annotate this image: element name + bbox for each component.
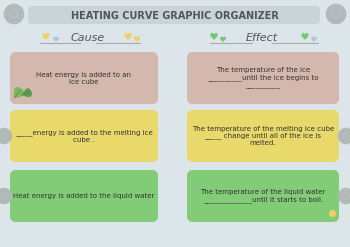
Circle shape <box>344 134 348 138</box>
Polygon shape <box>173 71 180 85</box>
Ellipse shape <box>9 4 19 10</box>
FancyBboxPatch shape <box>10 110 158 162</box>
Polygon shape <box>301 33 309 40</box>
Ellipse shape <box>337 5 345 13</box>
Ellipse shape <box>331 4 341 10</box>
Ellipse shape <box>15 15 23 23</box>
Ellipse shape <box>342 188 350 193</box>
Polygon shape <box>168 129 175 143</box>
Polygon shape <box>220 37 226 42</box>
Ellipse shape <box>339 197 345 203</box>
Polygon shape <box>163 129 170 143</box>
Ellipse shape <box>326 9 332 19</box>
Text: Heat energy is added to the liquid water: Heat energy is added to the liquid water <box>13 193 155 199</box>
Ellipse shape <box>340 9 346 19</box>
Ellipse shape <box>0 137 3 143</box>
Ellipse shape <box>15 5 23 13</box>
Polygon shape <box>168 189 175 203</box>
Polygon shape <box>173 189 180 203</box>
Ellipse shape <box>5 197 11 203</box>
Ellipse shape <box>342 199 350 204</box>
Ellipse shape <box>342 128 350 133</box>
Ellipse shape <box>0 129 3 135</box>
Ellipse shape <box>331 18 341 24</box>
Ellipse shape <box>0 188 8 193</box>
Ellipse shape <box>5 15 13 23</box>
Circle shape <box>334 11 338 17</box>
Ellipse shape <box>5 137 11 143</box>
Ellipse shape <box>342 139 350 144</box>
Circle shape <box>2 194 6 198</box>
Ellipse shape <box>339 137 345 143</box>
Ellipse shape <box>347 197 350 203</box>
Polygon shape <box>42 33 50 40</box>
Ellipse shape <box>5 129 11 135</box>
Text: The temperature of the liquid water
______________until it starts to boil.: The temperature of the liquid water ____… <box>200 189 326 203</box>
Ellipse shape <box>5 5 13 13</box>
Polygon shape <box>134 36 140 43</box>
Ellipse shape <box>7 132 12 140</box>
Text: _____energy is added to the melting ice
cube .: _____energy is added to the melting ice … <box>15 129 153 143</box>
Polygon shape <box>163 189 170 203</box>
FancyBboxPatch shape <box>28 6 320 24</box>
Polygon shape <box>124 33 132 41</box>
Ellipse shape <box>7 192 12 200</box>
Polygon shape <box>168 71 175 85</box>
Text: Cause: Cause <box>71 33 105 43</box>
Ellipse shape <box>347 137 350 143</box>
Ellipse shape <box>338 192 343 200</box>
Polygon shape <box>311 37 317 42</box>
Ellipse shape <box>0 199 8 204</box>
Ellipse shape <box>347 189 350 195</box>
Polygon shape <box>173 129 180 143</box>
Ellipse shape <box>347 129 350 135</box>
Ellipse shape <box>0 128 8 133</box>
Ellipse shape <box>0 132 1 140</box>
FancyBboxPatch shape <box>10 170 158 222</box>
Text: The temperature of the ice
__________until the ice begins to
__________: The temperature of the ice __________unt… <box>207 67 319 89</box>
Ellipse shape <box>349 132 350 140</box>
Ellipse shape <box>339 129 345 135</box>
Ellipse shape <box>0 197 3 203</box>
Ellipse shape <box>327 15 335 23</box>
Text: The temperature of the melting ice cube
_____ change until all of the ice is
mel: The temperature of the melting ice cube … <box>192 126 334 146</box>
Ellipse shape <box>337 15 345 23</box>
Text: HEATING CURVE GRAPHIC ORGANIZER: HEATING CURVE GRAPHIC ORGANIZER <box>71 11 279 21</box>
Text: Heat energy is added to an
ice cube: Heat energy is added to an ice cube <box>36 71 132 84</box>
Ellipse shape <box>18 9 24 19</box>
Circle shape <box>12 11 16 17</box>
Ellipse shape <box>339 189 345 195</box>
Ellipse shape <box>4 9 10 19</box>
Ellipse shape <box>349 192 350 200</box>
Ellipse shape <box>338 132 343 140</box>
Ellipse shape <box>0 139 8 144</box>
Polygon shape <box>14 87 24 98</box>
FancyBboxPatch shape <box>187 52 339 104</box>
FancyBboxPatch shape <box>187 170 339 222</box>
Circle shape <box>2 134 6 138</box>
Ellipse shape <box>9 18 19 24</box>
Polygon shape <box>22 88 32 97</box>
FancyBboxPatch shape <box>10 52 158 104</box>
Text: Effect: Effect <box>246 33 278 43</box>
Circle shape <box>344 194 348 198</box>
Ellipse shape <box>0 189 3 195</box>
Polygon shape <box>210 33 218 41</box>
Polygon shape <box>53 37 59 42</box>
Ellipse shape <box>327 5 335 13</box>
Ellipse shape <box>0 192 1 200</box>
Ellipse shape <box>5 189 11 195</box>
Polygon shape <box>163 71 170 85</box>
FancyBboxPatch shape <box>187 110 339 162</box>
